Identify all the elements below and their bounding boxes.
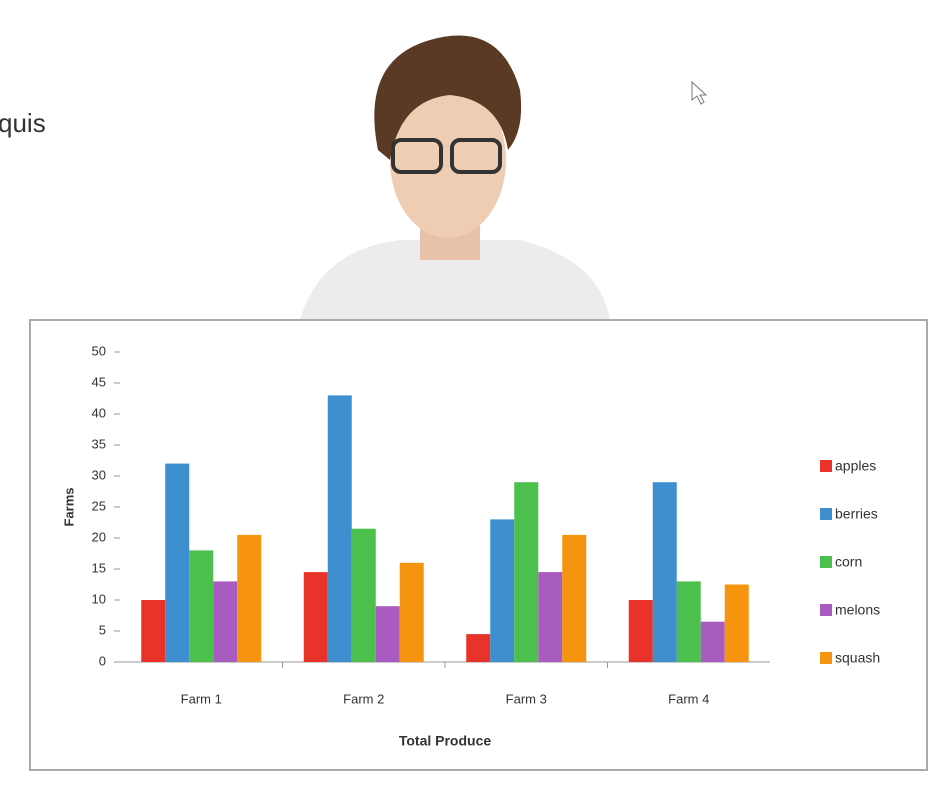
bar [189, 550, 214, 662]
bar [237, 534, 262, 662]
face [390, 82, 506, 238]
bar [327, 395, 352, 662]
y-tick-label: 50 [92, 343, 106, 358]
bar [562, 534, 587, 662]
legend-label: corn [835, 554, 862, 570]
cursor [691, 80, 708, 105]
bar [466, 634, 491, 662]
chart-panel [29, 319, 928, 771]
shirt [300, 240, 610, 320]
legend-label: berries [835, 506, 878, 522]
bar [700, 621, 725, 662]
bar [676, 581, 701, 662]
bar [724, 584, 749, 662]
y-tick-label: 35 [92, 436, 106, 451]
hair [374, 35, 522, 160]
legend-swatch [820, 652, 832, 664]
bar [652, 482, 677, 662]
legend-swatch [820, 460, 832, 472]
bar [399, 562, 424, 662]
y-axis-label: Farms [61, 487, 76, 526]
bar [628, 600, 653, 662]
y-tick-label: 45 [92, 374, 106, 389]
y-tick-label: 5 [99, 622, 106, 637]
bar [375, 606, 400, 662]
legend-label: melons [835, 602, 880, 618]
x-tick-label: Farm 2 [343, 691, 384, 706]
legend-swatch [820, 604, 832, 616]
bar [490, 519, 515, 662]
legend-swatch [820, 556, 832, 568]
bar [213, 581, 238, 662]
y-tick-label: 25 [92, 498, 106, 513]
bar [141, 600, 166, 662]
slide-text: quis [0, 108, 46, 138]
bar [165, 463, 190, 662]
legend-swatch [820, 508, 832, 520]
x-axis-label: Total Produce [399, 733, 492, 749]
y-tick-label: 10 [92, 591, 106, 606]
y-tick-label: 0 [99, 653, 106, 668]
bar [351, 528, 376, 662]
legend-label: squash [835, 650, 880, 666]
presenter-video [300, 35, 610, 320]
chart: Farms Total Produce [61, 487, 491, 748]
x-tick-label: Farm 3 [506, 691, 547, 706]
y-tick-label: 30 [92, 467, 106, 482]
x-tick-label: Farm 4 [668, 691, 709, 706]
legend-label: apples [835, 458, 876, 474]
bar [514, 482, 539, 662]
y-tick-label: 20 [92, 529, 106, 544]
bar [303, 572, 328, 662]
glasses [391, 138, 443, 174]
glasses [450, 138, 502, 174]
x-tick-label: Farm 1 [181, 691, 222, 706]
y-tick-label: 15 [92, 560, 106, 575]
bar [538, 572, 563, 662]
y-tick-label: 40 [92, 405, 106, 420]
